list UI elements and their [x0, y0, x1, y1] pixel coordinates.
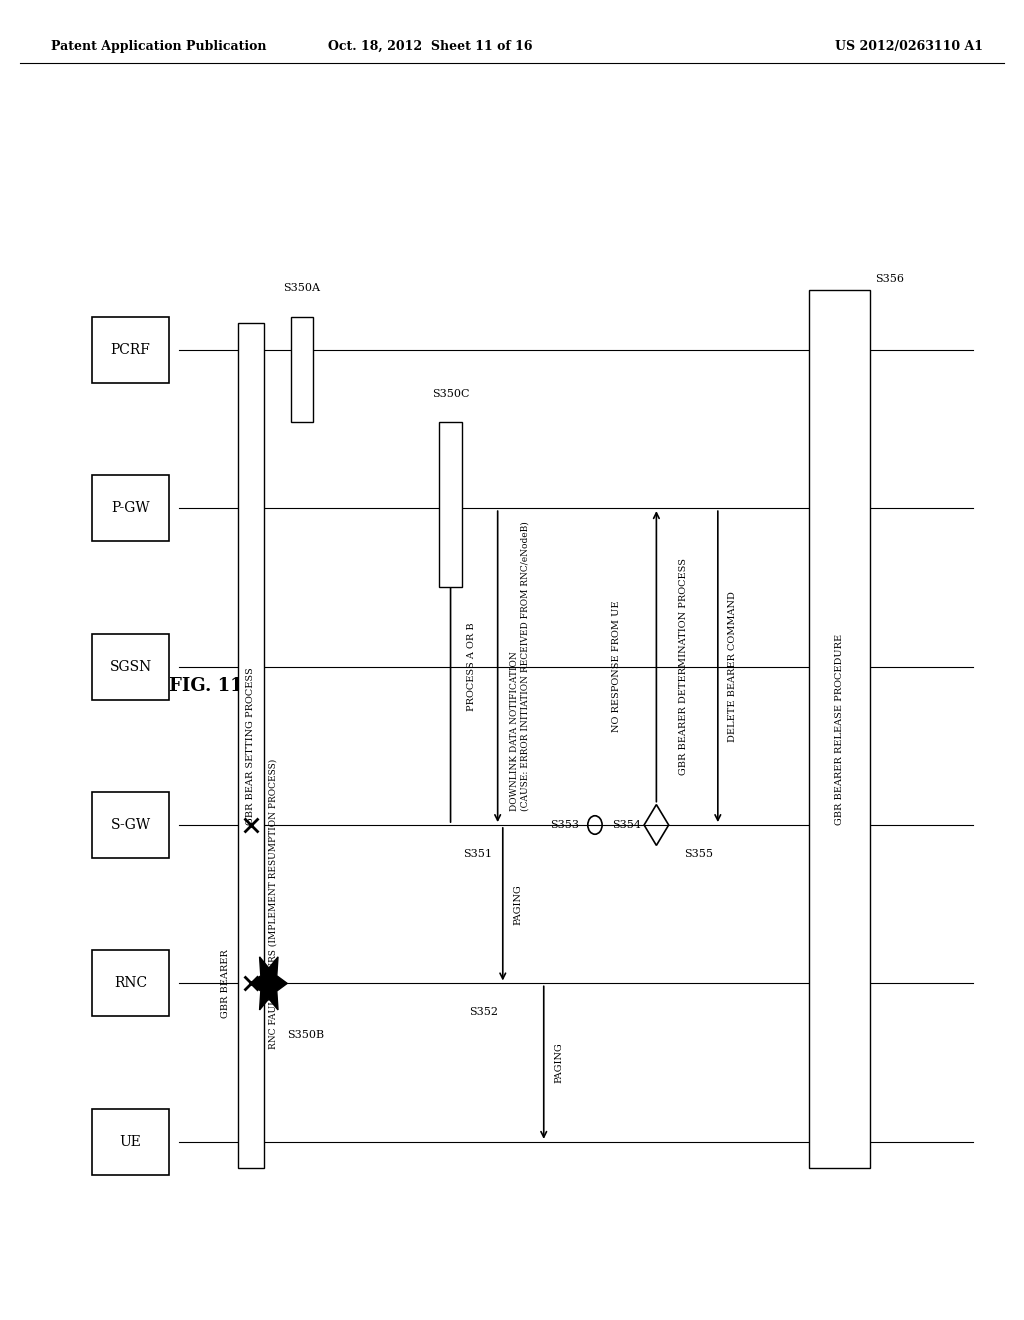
Text: PAGING: PAGING [554, 1043, 563, 1082]
Bar [238, 323, 264, 1168]
Text: PROCESS A OR B: PROCESS A OR B [467, 622, 476, 711]
Text: GBR BEARER RELEASE PROCEDURE: GBR BEARER RELEASE PROCEDURE [836, 634, 844, 825]
Text: DELETE BEARER COMMAND: DELETE BEARER COMMAND [728, 591, 737, 742]
Text: S-GW: S-GW [111, 818, 151, 832]
Text: Oct. 18, 2012  Sheet 11 of 16: Oct. 18, 2012 Sheet 11 of 16 [328, 40, 532, 53]
Bar [92, 475, 169, 541]
Bar [92, 792, 169, 858]
Text: RNC: RNC [114, 977, 147, 990]
Text: GBR BEAR SETTING PROCESS: GBR BEAR SETTING PROCESS [247, 667, 255, 825]
Text: PAGING: PAGING [513, 884, 522, 924]
Bar [92, 950, 169, 1016]
Text: S355: S355 [684, 849, 713, 859]
Bar [291, 317, 313, 422]
Polygon shape [251, 957, 287, 1010]
Text: S350C: S350C [432, 388, 469, 399]
Text: Patent Application Publication: Patent Application Publication [51, 40, 266, 53]
Text: S354: S354 [612, 820, 641, 830]
Text: RNC FAULT OCCURS (IMPLEMENT RESUMPTION PROCESS): RNC FAULT OCCURS (IMPLEMENT RESUMPTION P… [268, 759, 278, 1049]
Text: S352: S352 [469, 1007, 498, 1018]
Text: SGSN: SGSN [110, 660, 152, 673]
Text: US 2012/0263110 A1: US 2012/0263110 A1 [835, 40, 983, 53]
Bar [92, 1109, 169, 1175]
Text: S350A: S350A [284, 282, 321, 293]
Text: S356: S356 [876, 273, 904, 284]
Text: UE: UE [120, 1135, 141, 1148]
Bar [439, 422, 462, 587]
Text: S351: S351 [464, 849, 493, 859]
Text: GBR BEARER DETERMINATION PROCESS: GBR BEARER DETERMINATION PROCESS [679, 558, 688, 775]
Bar [809, 290, 870, 1168]
Text: DOWNLINK DATA NOTIFICATION
(CAUSE: ERROR INITIATION RECEIVED FROM RNC/eNodeB): DOWNLINK DATA NOTIFICATION (CAUSE: ERROR… [510, 521, 529, 812]
Text: P-GW: P-GW [112, 502, 150, 515]
Text: S353: S353 [551, 820, 580, 830]
Bar [92, 317, 169, 383]
Bar [92, 634, 169, 700]
Text: GBR BEARER: GBR BEARER [221, 949, 230, 1018]
Text: NO RESPONSE FROM UE: NO RESPONSE FROM UE [612, 601, 622, 733]
Text: PCRF: PCRF [111, 343, 151, 356]
Text: FIG. 11: FIG. 11 [169, 677, 243, 696]
Text: S350B: S350B [287, 1030, 325, 1040]
